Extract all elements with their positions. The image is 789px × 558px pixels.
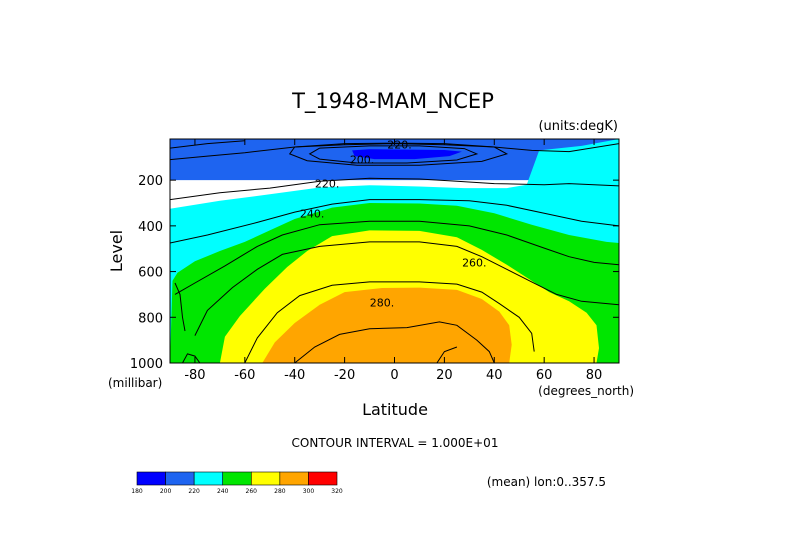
contour-line-270 [244,281,535,363]
x-tick-label: 20 [436,368,453,383]
y-tick-label: 800 [138,311,163,326]
y-tick-label: 1000 [130,357,163,372]
colorbar-swatch [308,471,338,486]
colorbar: 180 200 220 240 260 280 300 320 [131,471,343,495]
contour-fill-bands [170,139,619,363]
contour-labels: 220. 200. 220. 240. 260. 280. [300,139,487,310]
colorbar-label: 320 [331,488,343,495]
contour-line-200 [308,145,479,164]
chart-title: T_1948-MAM_NCEP [291,89,494,114]
colorbar-swatch [250,471,281,486]
x-tick-label: -20 [334,368,355,383]
colorbar-label: 260 [246,488,258,495]
y-axis-ticks: 200 400 600 800 1000 [130,174,619,372]
x-tick-label: 60 [536,368,553,383]
colorbar-label: 240 [217,488,229,495]
y-tick-label: 400 [138,220,163,235]
contour-line-230 [174,282,186,332]
contour-label: 220. [387,139,412,152]
x-tick-label: 80 [586,368,603,383]
contour-line-270 [182,353,201,363]
x-tick-label: -60 [234,368,255,383]
y-tick-label: 200 [138,174,163,189]
contour-label: 240. [300,207,325,220]
colorbar-label: 300 [303,488,315,495]
colorbar-swatch [279,471,309,486]
contour-band-200 [170,139,619,181]
contour-label: 220. [315,178,340,191]
contour-line-260 [194,241,619,336]
colorbar-swatch [165,471,195,486]
colorbar-swatch [193,471,224,486]
colorbar-label: 180 [131,488,143,495]
x-tick-label: -40 [284,368,305,383]
colorbar-label: 200 [160,488,172,495]
colorbar-swatch [136,471,166,486]
x-tick-label: -80 [184,368,205,383]
y-tick-label: 600 [138,266,163,281]
x-tick-label: 40 [486,368,503,383]
contour-band-270 [262,287,512,363]
x-unit-label: (degrees_north) [538,384,634,398]
contour-line-210 [170,140,245,149]
x-axis-label: Latitude [362,400,428,419]
contour-line-210 [288,142,509,166]
colorbar-swatch [222,471,252,486]
contour-label: 280. [370,296,395,309]
contour-label: 200. [350,154,375,167]
contour-plot-area: 220. 200. 220. 240. 260. 280. [169,138,620,364]
y-unit-label: (millibar) [108,376,162,390]
contour-line-250 [174,220,619,295]
contour-band-190 [352,149,462,160]
contour-line-230 [170,177,619,201]
y-axis-label: Level [107,230,126,272]
colorbar-label: 280 [274,488,286,495]
colorbar-label: 220 [188,488,200,495]
x-axis-ticks: -80 -60 -40 -20 0 20 40 60 80 [184,139,602,383]
x-tick-label: 0 [390,368,398,383]
units-label: (units:degK) [538,119,618,134]
contour-line-280 [294,321,495,363]
contour-label: 260. [462,256,487,269]
contour-line-230 [170,199,619,244]
footer-note: (mean) lon:0..357.5 [487,475,606,489]
contour-interval-label: CONTOUR INTERVAL = 1.000E+01 [292,436,499,450]
contour-lines [170,140,619,363]
contour-line-280 [436,346,458,363]
